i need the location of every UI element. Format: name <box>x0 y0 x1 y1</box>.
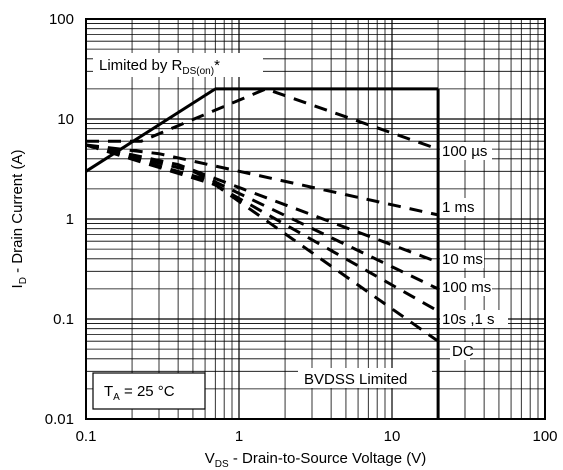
curve-label: DC <box>452 343 474 360</box>
rdson-label-bg <box>93 53 263 77</box>
curve-0 <box>86 87 439 151</box>
y-tick-label: 0.1 <box>53 311 74 328</box>
grid-lines <box>85 19 545 420</box>
ta-label: TA = 25 °C <box>104 383 175 403</box>
curve-label: 1 ms <box>442 199 475 216</box>
curve-1 <box>85 143 439 217</box>
curve-label: 100 ms <box>442 279 491 296</box>
x-tick-label: 1 <box>235 428 243 445</box>
y-axis-label: ID - Drain Current (A) <box>9 150 29 289</box>
x-axis-label: VDS - Drain-to-Source Voltage (V) <box>205 450 427 470</box>
rds-on-limit-line <box>85 87 217 173</box>
bvdss-label: BVDSS Limited <box>304 371 407 388</box>
bvdss-label-bg <box>298 368 432 388</box>
ta-label-box <box>92 372 206 410</box>
y-tick-label: 10 <box>57 111 74 128</box>
curve-5 <box>85 143 439 343</box>
curve-label-bg <box>440 310 508 328</box>
curve-label-bg <box>440 142 492 160</box>
curve-3 <box>85 143 439 291</box>
y-tick-label: 1 <box>66 211 74 228</box>
y-tick-label: 100 <box>49 11 74 28</box>
rdson-label: Limited by RDS(on)* <box>99 57 220 77</box>
curve-label-bg <box>440 250 484 268</box>
curve-label: 100 µs <box>442 143 487 160</box>
y-tick-label: 0.01 <box>45 411 74 428</box>
x-tick-label: 10 <box>384 428 401 445</box>
plot-frame <box>85 18 546 420</box>
curve-label-bg <box>450 342 470 360</box>
x-tick-label: 100 <box>532 428 557 445</box>
chart-lines <box>85 87 440 419</box>
curve-label: 10 ms <box>442 251 483 268</box>
x-tick-label: 0.1 <box>76 428 97 445</box>
curve-label: 10s ,1 s <box>442 311 495 328</box>
curve-label-bg <box>440 278 492 296</box>
annotations: 100 µs 1 ms 10 ms 100 ms 10s ,1 s DC Limited b… <box>92 53 508 410</box>
curve-label-bg <box>440 198 476 216</box>
